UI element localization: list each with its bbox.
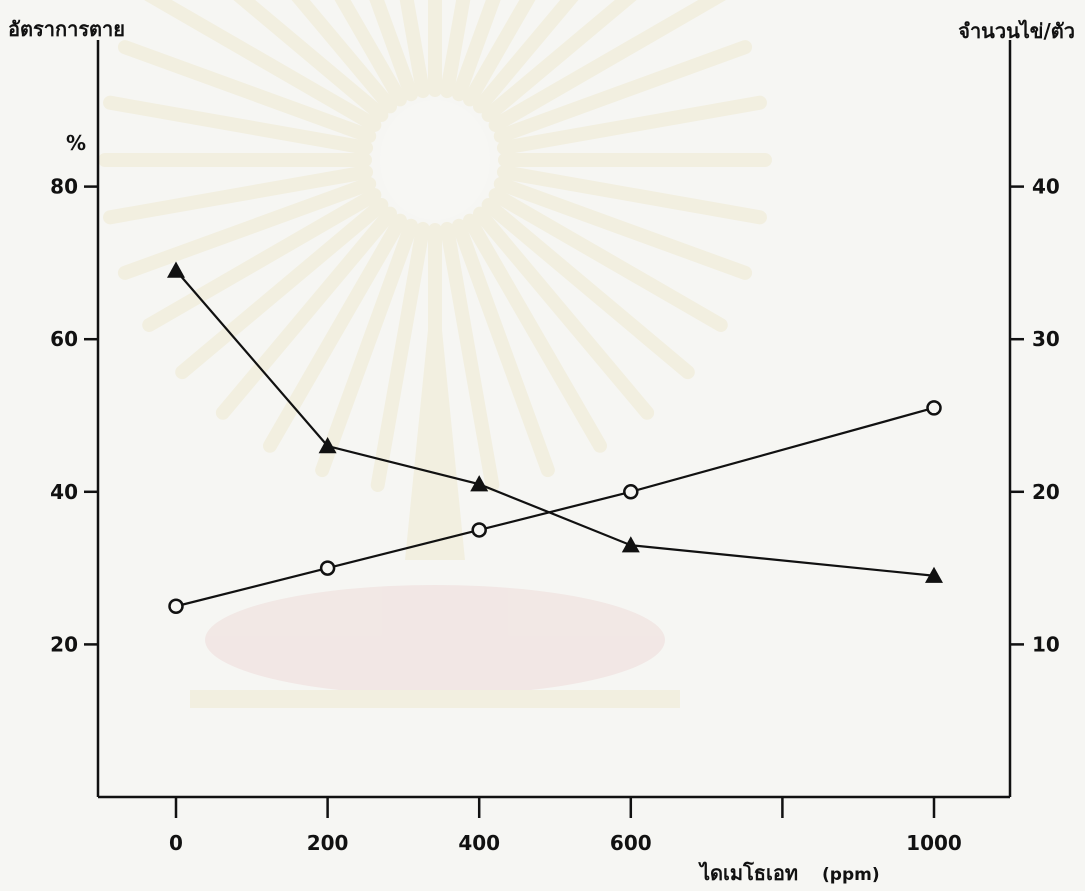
y-right-tick-label: 40	[1032, 175, 1060, 199]
y-left-axis-title: อัตราการตาย	[8, 17, 125, 41]
series-1-point	[471, 522, 487, 538]
x-ticks: 0 200 400 600 1000	[169, 797, 962, 855]
series-1-point	[168, 598, 184, 614]
y-left-unit: %	[66, 131, 86, 155]
series-0-point	[925, 566, 943, 583]
y-right-ticks: 10 20 30 40	[1010, 175, 1060, 656]
x-axis-title: ไดเมโธเอท	[698, 861, 798, 885]
series-1-line	[175, 406, 935, 608]
watermark-ray	[370, 221, 430, 492]
watermark-ray	[144, 0, 382, 132]
watermark-ray	[472, 206, 655, 420]
watermark-ray	[103, 95, 374, 155]
watermark-ray	[481, 0, 637, 123]
watermark-ray	[463, 0, 536, 107]
y-left-tick-label: 40	[50, 480, 78, 504]
y-left-ticks: 20 40 60 80	[50, 175, 98, 656]
watermark-ray	[175, 197, 389, 380]
watermark-ray	[334, 0, 407, 107]
watermark-ray	[481, 197, 695, 380]
watermark-ray	[463, 213, 607, 453]
watermark-ray	[142, 188, 382, 332]
y-right-tick-label: 10	[1032, 632, 1060, 656]
y-right-tick-label: 30	[1032, 327, 1060, 351]
watermark-ray	[399, 0, 430, 99]
watermark-ray	[488, 0, 726, 132]
x-axis-unit: (ppm)	[822, 865, 880, 885]
series-0-point	[167, 261, 185, 278]
watermark-ray	[496, 95, 767, 155]
watermark-ray	[440, 221, 500, 492]
series-1-point	[926, 400, 942, 416]
y-right-tick-label: 20	[1032, 480, 1060, 504]
watermark-ray	[263, 213, 407, 453]
x-tick-label: 1000	[906, 831, 962, 855]
watermark-emblem	[98, 0, 772, 708]
x-tick-label: 0	[169, 831, 183, 855]
watermark-ray	[233, 0, 389, 123]
watermark-ray	[451, 0, 501, 102]
x-tick-label: 600	[610, 831, 652, 855]
y-left-tick-label: 20	[50, 632, 78, 656]
series-0-point	[621, 536, 640, 553]
watermark-ray	[291, 0, 398, 114]
series-layer	[167, 261, 943, 614]
y-right-axis-title: จำนวนไข่/ตัว	[958, 19, 1075, 43]
watermark-ray	[369, 0, 419, 102]
watermark-ray	[440, 0, 471, 99]
y-left-tick-label: 80	[50, 175, 78, 199]
watermark-ray	[315, 218, 419, 478]
watermark-ray	[451, 218, 555, 478]
watermark-ray	[117, 40, 377, 144]
x-tick-label: 200	[307, 831, 349, 855]
watermark-ray	[215, 206, 398, 420]
series-0-point	[318, 437, 337, 454]
watermark-ray	[493, 176, 753, 280]
series-1-point	[319, 560, 336, 576]
watermark-ray	[496, 165, 767, 225]
watermark-ray	[472, 0, 579, 114]
series-1-point	[623, 484, 639, 500]
series-0-point	[470, 475, 489, 492]
watermark-ray	[103, 165, 374, 225]
y-left-tick-label: 60	[50, 327, 78, 351]
x-tick-label: 400	[458, 831, 500, 855]
watermark-ray	[493, 40, 753, 144]
watermark-ray	[117, 176, 377, 280]
axes	[96, 40, 1012, 799]
watermark-ray	[488, 188, 728, 332]
